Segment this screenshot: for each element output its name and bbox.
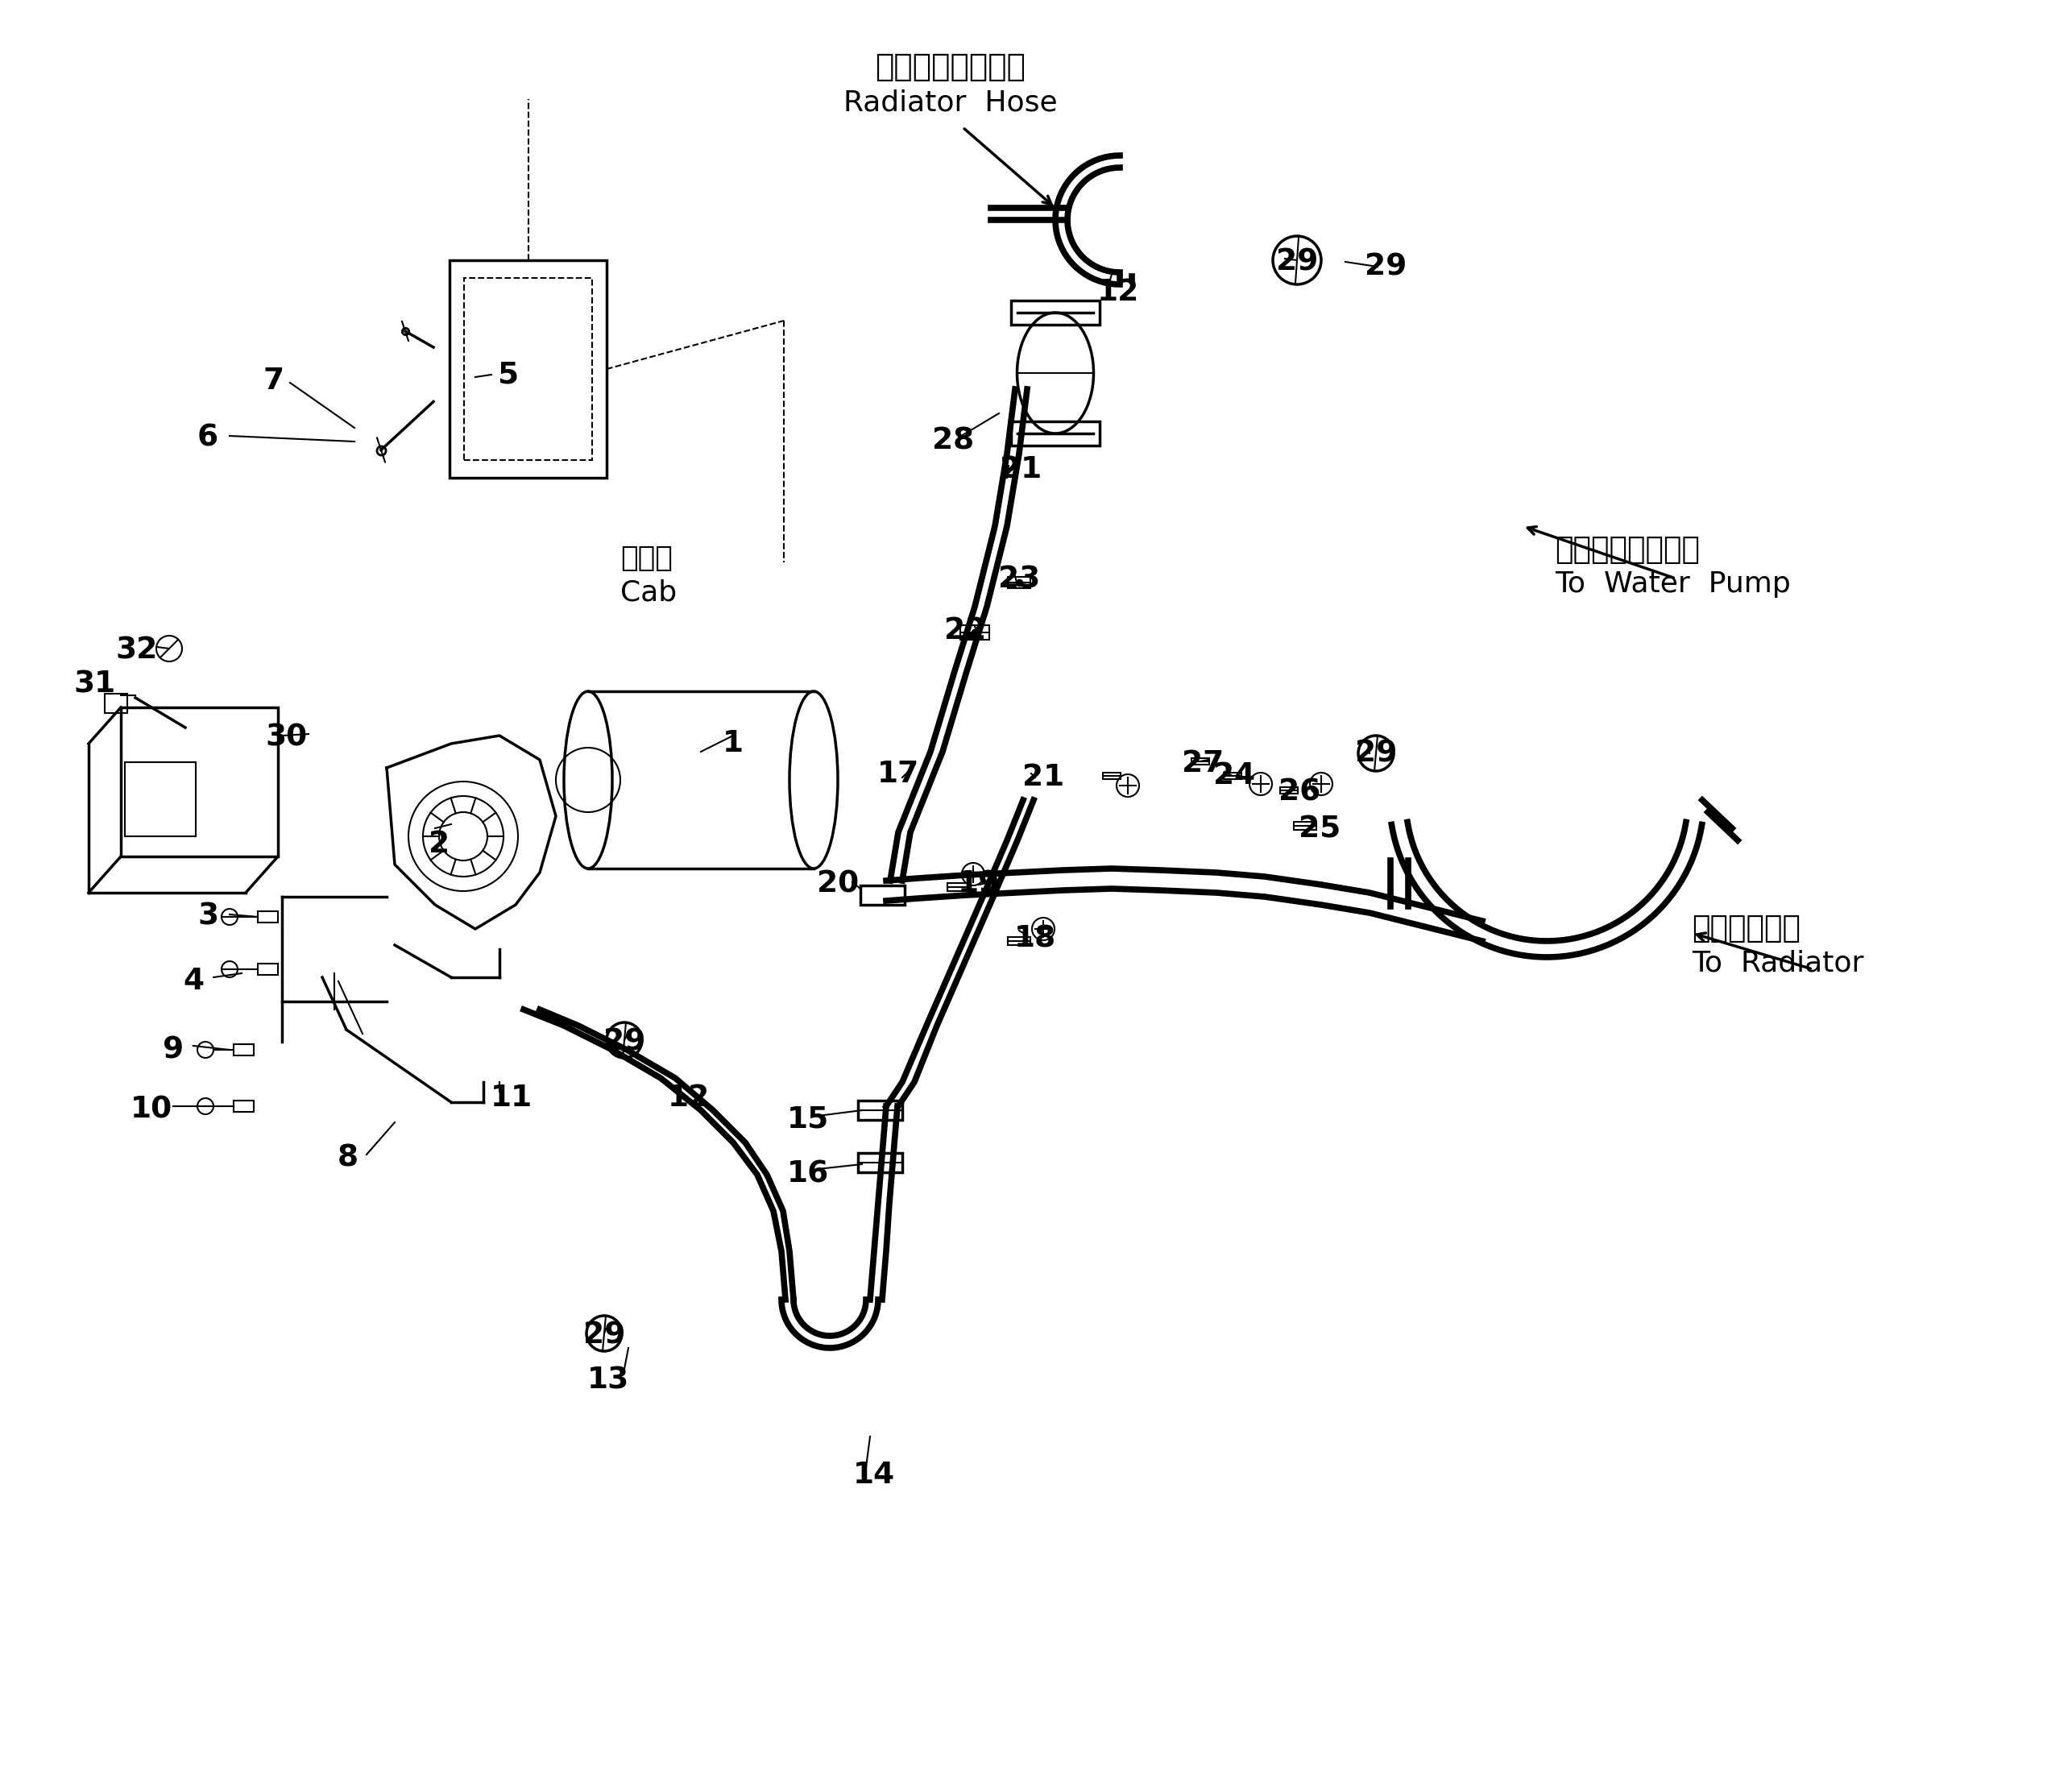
Bar [1102, 772, 1121, 779]
Bar [257, 911, 278, 922]
Text: 12: 12 [667, 1084, 711, 1113]
Bar [1011, 301, 1100, 325]
Text: キャブ: キャブ [620, 544, 673, 572]
Bar [234, 1045, 253, 1056]
Text: 29: 29 [1355, 740, 1397, 768]
Text: 20: 20 [816, 870, 858, 899]
Text: 29: 29 [582, 1321, 626, 1350]
Text: 32: 32 [116, 637, 157, 665]
Text: 1: 1 [723, 729, 744, 758]
Text: To  Radiator: To Radiator [1691, 949, 1863, 977]
Bar [1191, 758, 1210, 765]
Bar [1280, 786, 1297, 793]
Text: 21: 21 [999, 455, 1042, 485]
Bar [450, 260, 607, 478]
Text: 16: 16 [787, 1159, 829, 1189]
Text: 26: 26 [1278, 777, 1320, 806]
Bar [858, 1154, 901, 1171]
Bar [257, 963, 278, 975]
Text: 5: 5 [497, 360, 518, 389]
Text: 11: 11 [491, 1084, 533, 1113]
Text: 17: 17 [876, 760, 920, 788]
Text: ラジエータへ: ラジエータへ [1691, 915, 1801, 943]
Text: 29: 29 [603, 1027, 644, 1056]
Bar [1225, 772, 1241, 779]
Text: 28: 28 [932, 426, 974, 456]
Text: 18: 18 [1013, 925, 1057, 954]
Text: 19: 19 [957, 870, 1001, 899]
Bar [860, 886, 905, 904]
Text: 2: 2 [429, 829, 450, 859]
Text: 24: 24 [1214, 761, 1256, 790]
Text: Cab: Cab [620, 578, 678, 606]
Bar [234, 1100, 253, 1113]
Text: 21: 21 [1021, 763, 1065, 792]
Text: 13: 13 [586, 1366, 630, 1394]
Text: 15: 15 [787, 1105, 829, 1134]
Text: 10: 10 [131, 1097, 172, 1125]
Bar [947, 883, 970, 892]
Bar [1007, 578, 1030, 588]
Text: 4: 4 [182, 966, 203, 997]
Text: 8: 8 [338, 1145, 358, 1173]
Text: 12: 12 [1098, 278, 1140, 307]
Text: 27: 27 [1181, 749, 1225, 779]
Text: 14: 14 [854, 1460, 895, 1491]
Bar [120, 708, 278, 856]
Bar [106, 694, 126, 713]
Text: 25: 25 [1299, 815, 1341, 845]
Text: 30: 30 [265, 724, 309, 752]
Text: Radiator  Hose: Radiator Hose [843, 89, 1057, 118]
Bar [1293, 822, 1316, 829]
Text: 22: 22 [945, 617, 986, 645]
Bar [959, 626, 988, 640]
Text: 3: 3 [197, 902, 218, 931]
Text: 9: 9 [164, 1036, 184, 1064]
Bar [858, 1100, 901, 1120]
Text: 7: 7 [263, 367, 284, 396]
Bar [464, 278, 593, 460]
Text: 31: 31 [75, 670, 116, 699]
Text: 6: 6 [197, 423, 218, 453]
Bar [1011, 421, 1100, 446]
Text: ラジエータホース: ラジエータホース [874, 52, 1026, 82]
Text: To  Water  Pump: To Water Pump [1554, 571, 1790, 597]
Text: 29: 29 [1276, 248, 1318, 276]
Bar [124, 761, 195, 836]
Bar [1007, 938, 1030, 945]
Text: 23: 23 [999, 565, 1040, 594]
Text: 29: 29 [1365, 251, 1407, 282]
Text: ウォータポンプへ: ウォータポンプへ [1554, 535, 1699, 565]
